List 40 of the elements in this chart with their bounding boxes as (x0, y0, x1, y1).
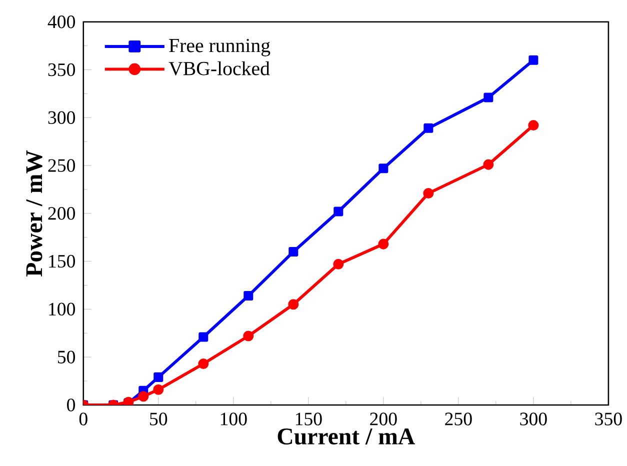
x-tick-label: 250 (445, 412, 472, 426)
point (378, 164, 388, 174)
x-tick-label: 50 (150, 412, 168, 426)
y-tick-label: 400 (48, 16, 76, 28)
point (244, 291, 254, 301)
point (483, 160, 494, 170)
x-tick-label: 200 (370, 412, 397, 426)
y-tick-label: 350 (48, 64, 76, 76)
point (198, 332, 208, 342)
x-axis-title: Current / mA (278, 428, 415, 445)
point (528, 120, 539, 131)
point (378, 239, 389, 250)
legend-label: VBG-locked (168, 62, 270, 76)
x-tick-label: 100 (220, 412, 247, 426)
y-axis-title: Power / mW (26, 150, 42, 277)
y-tick-label: 150 (49, 255, 76, 268)
y-tick-label: 50 (58, 350, 76, 364)
point (528, 56, 538, 66)
x-tick-label: 300 (520, 412, 547, 426)
point (153, 384, 164, 396)
point (138, 391, 149, 402)
y-tick-label: 300 (48, 111, 76, 124)
point (484, 92, 494, 103)
y-tick-label: 0 (67, 398, 76, 412)
x-tick-label: 0 (79, 412, 88, 426)
y-tick-label: 100 (49, 303, 76, 316)
point (334, 206, 344, 216)
point (333, 259, 344, 270)
point (423, 188, 434, 199)
x-tick-label: 150 (296, 412, 322, 426)
y-tick-label: 200 (48, 207, 76, 220)
point (243, 330, 254, 342)
point (288, 247, 298, 257)
point (288, 299, 299, 310)
x-tick-label: 350 (595, 412, 622, 426)
legend-label: Free running (169, 39, 270, 57)
y-tick-label: 250 (48, 159, 76, 172)
point (424, 124, 434, 134)
point (154, 372, 164, 382)
point (198, 358, 209, 370)
